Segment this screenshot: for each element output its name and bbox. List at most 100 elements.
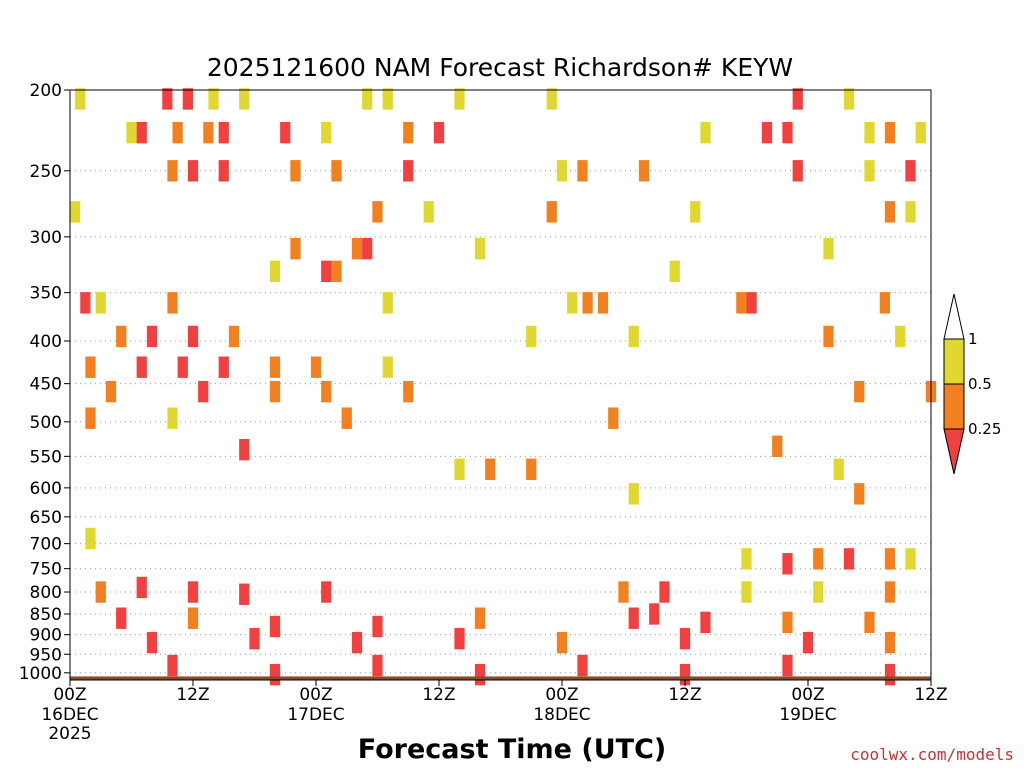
heatmap-cell bbox=[218, 160, 229, 182]
y-tick-label: 900 bbox=[30, 626, 62, 646]
colorbar-label: 0.5 bbox=[968, 375, 992, 393]
heatmap-cell bbox=[182, 88, 193, 110]
heatmap-cell bbox=[362, 88, 373, 110]
heatmap-cell bbox=[905, 548, 916, 570]
heatmap-cells bbox=[70, 88, 937, 686]
heatmap-cell bbox=[95, 581, 106, 603]
heatmap-cell bbox=[628, 483, 639, 505]
y-tick-label: 850 bbox=[30, 605, 62, 625]
heatmap-cell bbox=[813, 581, 824, 603]
heatmap-cell bbox=[136, 356, 147, 378]
heatmap-cell bbox=[638, 160, 650, 182]
colorbar-bottom-arrow bbox=[943, 428, 965, 475]
heatmap-cell bbox=[474, 607, 486, 629]
heatmap-cell bbox=[884, 548, 896, 570]
heatmap-cell bbox=[172, 121, 183, 144]
surface-strip bbox=[70, 676, 931, 680]
heatmap-cell bbox=[208, 88, 219, 110]
heatmap-cell bbox=[167, 654, 178, 677]
heatmap-cell bbox=[269, 260, 281, 283]
grid-lines bbox=[70, 89, 931, 674]
y-tick-label: 550 bbox=[30, 447, 62, 467]
heatmap-cell bbox=[597, 292, 609, 314]
heatmap-cell bbox=[70, 201, 81, 223]
x-tick-label: 12Z bbox=[176, 685, 209, 705]
heatmap-cell bbox=[833, 458, 844, 480]
plot-frame bbox=[69, 89, 932, 681]
x-tick-label: 12Z bbox=[668, 685, 701, 705]
heatmap-cell bbox=[269, 380, 281, 403]
heatmap-cell bbox=[679, 663, 691, 686]
heatmap-cell bbox=[321, 581, 332, 603]
heatmap-cell bbox=[690, 201, 701, 223]
heatmap-cell bbox=[577, 654, 588, 677]
heatmap-cell bbox=[382, 356, 393, 378]
x-tick-date: 19DEC bbox=[779, 705, 836, 725]
heatmap-cell bbox=[884, 581, 896, 603]
heatmap-cell bbox=[792, 88, 803, 110]
heatmap-cell bbox=[116, 607, 127, 629]
x-axis-label: Forecast Time (UTC) bbox=[358, 734, 666, 765]
heatmap-cell bbox=[403, 160, 414, 182]
colorbar: 1 0.5 0.25 bbox=[943, 293, 1001, 475]
colorbar-top-arrow bbox=[943, 293, 965, 340]
heatmap-cell bbox=[454, 458, 465, 480]
heatmap-cell bbox=[474, 238, 486, 260]
heatmap-cell bbox=[167, 407, 178, 429]
heatmap-cell bbox=[577, 160, 588, 182]
heatmap-cell bbox=[556, 160, 568, 182]
heatmap-cell bbox=[746, 292, 757, 314]
heatmap-cell bbox=[679, 627, 691, 650]
y-tick-label: 450 bbox=[30, 375, 62, 395]
heatmap-cell bbox=[884, 201, 896, 223]
heatmap-cell bbox=[669, 260, 680, 283]
heatmap-cell bbox=[423, 201, 434, 223]
heatmap-cell bbox=[203, 121, 214, 144]
heatmap-cell bbox=[895, 325, 906, 348]
heatmap-cell bbox=[116, 325, 127, 348]
heatmap-cell bbox=[372, 615, 383, 638]
heatmap-cell bbox=[351, 238, 363, 260]
y-tick-label: 1000 bbox=[19, 664, 62, 684]
y-tick-label: 650 bbox=[30, 508, 62, 528]
heatmap-cell bbox=[290, 238, 301, 260]
heatmap-cell bbox=[905, 160, 916, 182]
heatmap-cell bbox=[761, 121, 773, 144]
credit-text: coolwx.com/models bbox=[850, 745, 1014, 764]
y-tick-label: 500 bbox=[30, 413, 62, 433]
heatmap-cell bbox=[126, 121, 137, 144]
heatmap-cell bbox=[864, 160, 875, 182]
heatmap-cell bbox=[884, 631, 896, 654]
heatmap-cell bbox=[382, 292, 393, 314]
heatmap-cell bbox=[218, 121, 229, 144]
heatmap-cell bbox=[239, 438, 250, 461]
heatmap-cell bbox=[782, 553, 793, 575]
heatmap-cell bbox=[884, 663, 896, 686]
heatmap-cell bbox=[454, 627, 465, 650]
heatmap-cell bbox=[854, 380, 865, 403]
heatmap-cell bbox=[321, 380, 332, 403]
x-tick-label: 00Z bbox=[545, 685, 578, 705]
heatmap-cell bbox=[280, 121, 291, 144]
heatmap-cell bbox=[782, 121, 793, 144]
heatmap-cell bbox=[802, 631, 814, 654]
y-tick-label: 300 bbox=[30, 228, 62, 248]
colorbar-label: 1 bbox=[968, 330, 978, 348]
heatmap-cell bbox=[249, 627, 260, 650]
x-tick-date: 17DEC bbox=[287, 705, 344, 725]
heatmap-cell bbox=[167, 292, 178, 314]
heatmap-cell bbox=[321, 121, 332, 144]
heatmap-cell bbox=[526, 325, 537, 348]
heatmap-cell bbox=[239, 583, 250, 605]
heatmap-cell bbox=[85, 527, 96, 550]
heatmap-cell bbox=[700, 121, 711, 144]
heatmap-cell bbox=[823, 238, 834, 260]
heatmap-cell bbox=[218, 356, 229, 378]
heatmap-cell bbox=[864, 121, 875, 144]
heatmap-cell bbox=[136, 576, 147, 599]
heatmap-cell bbox=[146, 325, 158, 348]
heatmap-cell bbox=[341, 407, 352, 429]
heatmap-cell bbox=[582, 292, 593, 314]
colorbar-label: 0.25 bbox=[968, 420, 1001, 438]
